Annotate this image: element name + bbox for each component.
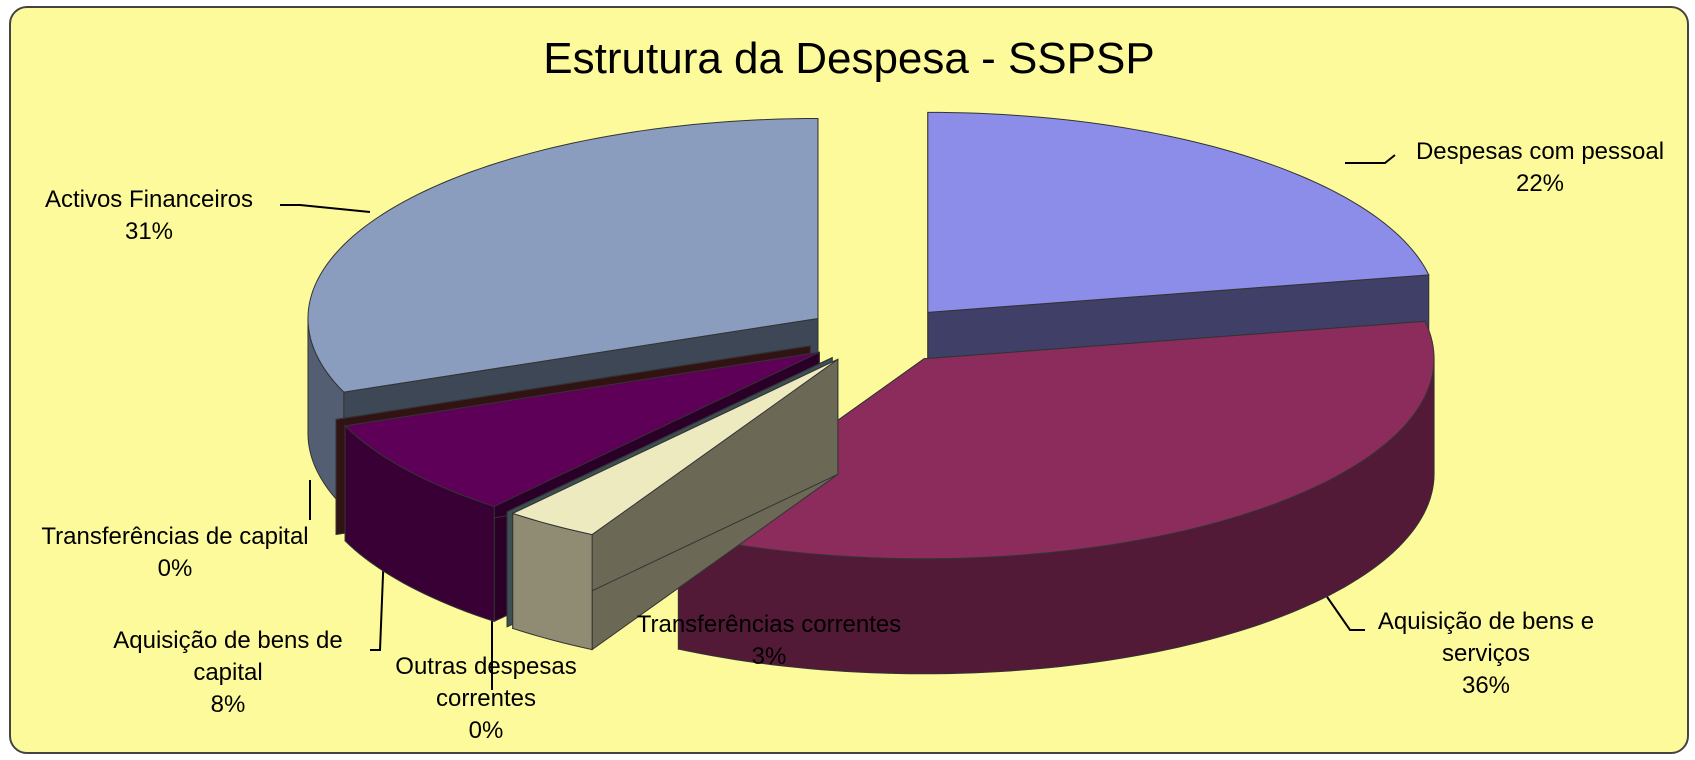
value-label: 36% [1461,672,1511,699]
slice-top [307,117,819,393]
value-label: 0% [157,555,193,582]
chart-title: Estrutura da Despesa - SSPSP [543,34,1155,83]
data-label: Transferências correntes 3% [609,609,929,673]
category-label: Transferências de capital [41,523,309,550]
data-label: Transferências de capital 0% [5,521,345,585]
value-label: 3% [751,643,787,670]
slice-top [927,111,1430,313]
slice-top [677,320,1435,560]
value-label: 22% [1515,170,1565,197]
data-label: Outras despesas correntes 0% [371,651,601,747]
slice-top [511,358,839,536]
category-label: Outras despesas correntes [395,653,577,712]
category-label: Despesas com pessoal [1415,138,1665,165]
value-label: 8% [210,691,246,718]
slice-top [336,345,811,420]
leader-line [1345,154,1396,164]
value-label: 0% [468,717,504,744]
category-label: Aquisição de bens de capital [113,627,343,686]
data-label: Despesas com pessoal 22% [1390,136,1690,200]
slice-side [512,512,593,651]
value-label: 31% [124,218,174,245]
slice-top [344,351,820,507]
data-label: Aquisição de bens e serviços 36% [1346,606,1626,702]
data-label: Aquisição de bens de capital 8% [78,625,378,721]
category-label: Aquisição de bens e serviços [1377,608,1595,667]
data-label: Activos Financeiros 31% [9,184,289,248]
category-label: Activos Financeiros [44,186,254,213]
category-label: Transferências correntes [636,611,902,638]
slice [511,358,839,651]
leader-line [280,204,371,213]
slice [677,320,1435,675]
